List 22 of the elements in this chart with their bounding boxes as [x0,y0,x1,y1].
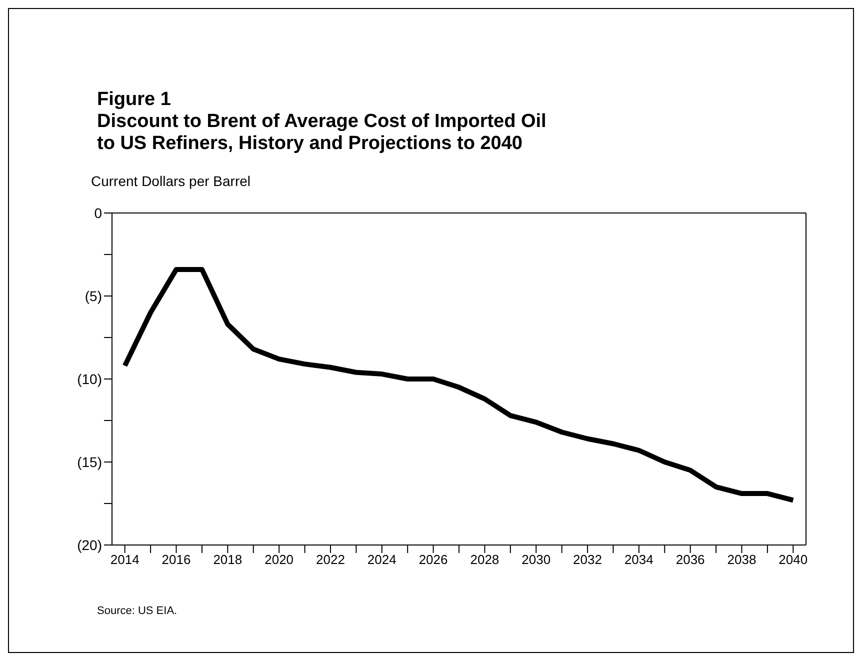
x-tick-label: 2014 [110,552,140,568]
x-tick-label: 2018 [213,552,242,568]
y-tick-label: (20) [77,536,102,553]
x-tick-label: 2032 [573,552,602,568]
x-tick-label: 2016 [162,552,191,568]
x-tick-label: 2020 [264,552,294,568]
x-tick-label: 2034 [624,552,654,568]
x-tick-label: 2030 [522,552,551,568]
y-tick-label: (10) [77,370,102,387]
chart-title: Figure 1 Discount to Brent of Average Cost of Imported Oil to US Refiners, History and Projections to 2040 [97,89,546,155]
x-tick-label: 2022 [316,552,345,568]
x-tick-label: 2028 [470,552,500,568]
x-tick-label: 2036 [676,552,705,568]
y-tick-label: (5) [84,288,102,304]
source-note: Source: US EIA. [97,605,178,617]
x-tick-label: 2040 [778,552,808,568]
x-tick-label: 2024 [367,552,396,568]
y-tick-label: (15) [77,454,102,470]
x-tick-label: 2026 [418,552,448,568]
x-tick-label: 2038 [727,552,756,568]
y-tick-label: 0 [94,204,102,221]
y-axis-title: Current Dollars per Barrel [91,173,250,189]
